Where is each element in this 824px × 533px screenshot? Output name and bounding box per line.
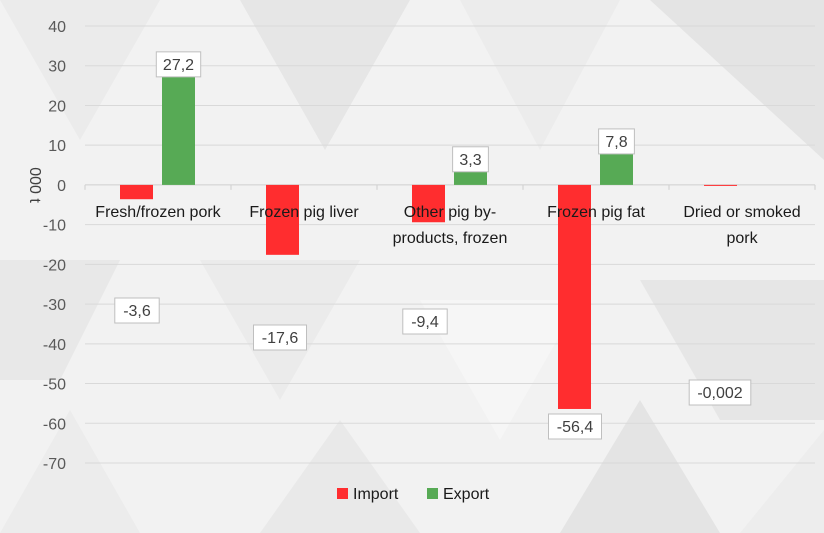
y-tick-label: -40 — [43, 337, 66, 354]
legend: Import Export — [337, 486, 490, 503]
export-bar — [162, 76, 195, 185]
y-axis-label: 000 t — [26, 167, 43, 203]
data-label: -17,6 — [253, 324, 307, 351]
export-bar — [600, 153, 633, 185]
import-bar — [412, 184, 445, 223]
import-bar — [120, 184, 153, 200]
data-label: 27,2 — [155, 51, 202, 78]
data-label: -56,4 — [548, 413, 602, 440]
y-tick-label: -60 — [43, 416, 66, 433]
data-label-box — [253, 324, 307, 351]
export-legend-swatch — [427, 488, 438, 499]
data-label-text: -0,002 — [697, 385, 742, 402]
data-label-text: -9,4 — [411, 314, 439, 331]
import-legend-label: Import — [353, 486, 399, 503]
data-label-box — [114, 297, 160, 324]
data-label-text: 27,2 — [163, 57, 194, 74]
import-bar — [558, 184, 591, 409]
import-bar — [266, 184, 299, 255]
y-tick-label: -20 — [43, 257, 66, 274]
data-label: -0,002 — [688, 379, 752, 406]
data-label: -3,6 — [114, 297, 160, 324]
y-tick-label: -70 — [43, 456, 66, 473]
category-label: Frozen pig fat — [547, 204, 645, 221]
category-label: Fresh/frozen pork — [95, 204, 221, 221]
y-tick-label: 0 — [57, 178, 66, 195]
export-bar — [454, 171, 487, 185]
data-label: 7,8 — [598, 128, 635, 155]
y-tick-label: 10 — [48, 138, 66, 155]
data-label-text: -56,4 — [557, 419, 594, 436]
data-label: -9,4 — [402, 308, 448, 335]
import-legend-swatch — [337, 488, 348, 499]
category-label: products, frozen — [393, 230, 508, 247]
category-label: Other pig by- — [404, 204, 496, 221]
category-label: Frozen pig liver — [249, 204, 359, 221]
data-label-text: -17,6 — [262, 330, 299, 347]
data-label-box — [155, 51, 202, 78]
data-label: 3,3 — [452, 146, 489, 173]
y-tick-label: 30 — [48, 59, 66, 76]
data-label-box — [548, 413, 602, 440]
category-label: pork — [726, 230, 758, 247]
import-bar — [704, 184, 737, 186]
data-label-box — [688, 379, 752, 406]
data-label-text: 3,3 — [459, 152, 481, 169]
data-label-text: -3,6 — [123, 303, 151, 320]
y-tick-label: -10 — [43, 218, 66, 235]
data-label-box — [598, 128, 635, 155]
category-label: Dried or smoked — [683, 204, 800, 221]
export-legend-label: Export — [443, 486, 490, 503]
y-tick-label: -30 — [43, 297, 66, 314]
y-tick-label: 20 — [48, 98, 66, 115]
y-tick-label: 40 — [48, 19, 66, 36]
data-label-box — [402, 308, 448, 335]
data-label-text: 7,8 — [605, 134, 627, 151]
data-label-box — [452, 146, 489, 173]
y-tick-label: -50 — [43, 377, 66, 394]
